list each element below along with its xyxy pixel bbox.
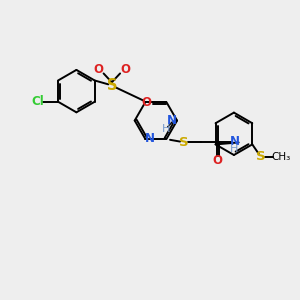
Text: N: N — [167, 114, 177, 127]
Text: S: S — [256, 150, 266, 163]
Text: CH₃: CH₃ — [271, 152, 290, 162]
Text: Cl: Cl — [32, 95, 44, 108]
Text: O: O — [93, 63, 103, 76]
Text: N: N — [230, 135, 239, 148]
Text: O: O — [141, 96, 151, 109]
Text: S: S — [179, 136, 188, 149]
Text: O: O — [212, 154, 222, 166]
Text: O: O — [120, 63, 130, 76]
Text: H: H — [230, 144, 239, 154]
Text: H: H — [162, 124, 170, 134]
Text: N: N — [145, 132, 155, 146]
Text: S: S — [106, 78, 117, 93]
